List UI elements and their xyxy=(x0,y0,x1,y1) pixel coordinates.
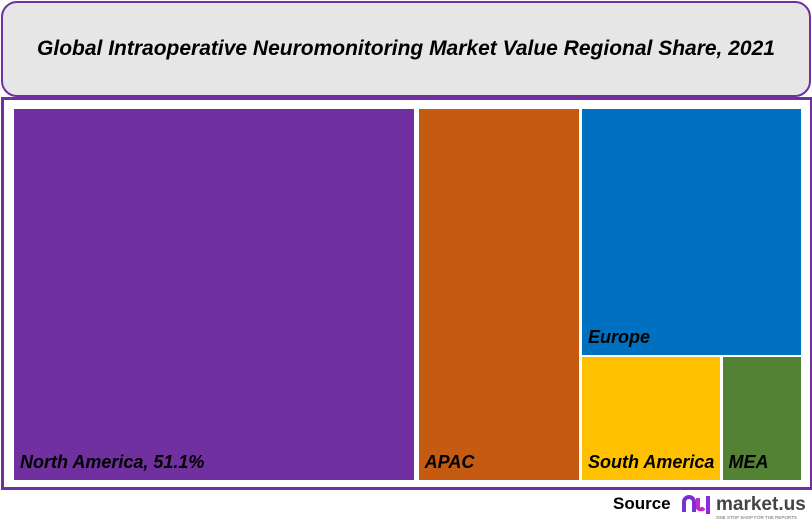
tile-mea: MEA xyxy=(722,356,802,480)
tile-label: South America xyxy=(588,451,715,472)
logo-tagline: ONE STOP SHOP FOR THE REPORTS xyxy=(716,515,797,520)
source-label: Source xyxy=(613,494,671,513)
chart-title: Global Intraoperative Neuromonitoring Ma… xyxy=(37,37,775,60)
tile-apac: APAC xyxy=(418,109,579,480)
title-box: Global Intraoperative Neuromonitoring Ma… xyxy=(1,1,811,97)
market-us-logo: market.us ONE STOP SHOP FOR THE REPORTS xyxy=(682,494,806,520)
logo-text: market.us xyxy=(716,494,806,515)
tile-south-america: South America xyxy=(582,356,720,480)
tile-north-america: North America, 51.1% xyxy=(14,109,415,480)
tile-label: North America, 51.1% xyxy=(20,452,205,472)
tile-label: APAC xyxy=(424,452,475,472)
tile-europe: Europe xyxy=(582,109,802,356)
tile-label: MEA xyxy=(728,451,769,472)
tile-label: Europe xyxy=(588,327,651,348)
chart-area: North America, 51.1% APAC Europe South Amer… xyxy=(1,97,812,490)
treemap: North America, 51.1% APAC Europe South Amer… xyxy=(14,109,803,480)
